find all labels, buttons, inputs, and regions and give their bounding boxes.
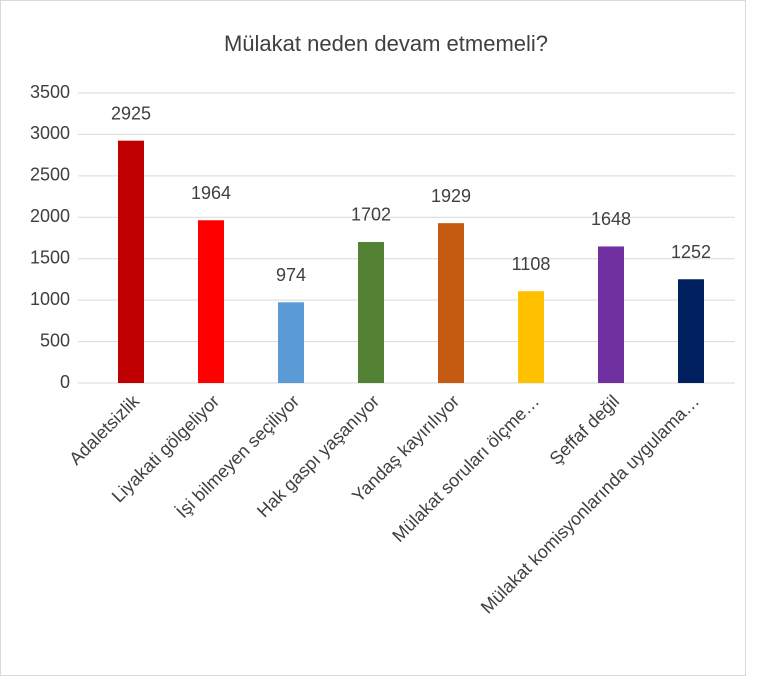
bar — [598, 246, 624, 383]
data-label: 974 — [276, 265, 306, 285]
y-tick-label: 500 — [40, 330, 70, 350]
data-label: 1702 — [351, 205, 391, 225]
y-tick-label: 3500 — [30, 82, 70, 102]
y-tick-label: 1500 — [30, 247, 70, 267]
bar — [278, 302, 304, 383]
data-label: 1648 — [591, 209, 631, 229]
data-label: 1929 — [431, 186, 471, 206]
y-tick-label: 1000 — [30, 289, 70, 309]
chart-title: Mülakat neden devam etmemeli? — [224, 31, 548, 56]
y-tick-label: 0 — [60, 372, 70, 392]
y-tick-label: 2000 — [30, 206, 70, 226]
data-label: 1252 — [671, 242, 711, 262]
y-tick-label: 3000 — [30, 123, 70, 143]
bar — [118, 140, 144, 383]
bar — [438, 223, 464, 383]
data-label: 1964 — [191, 183, 231, 203]
bar — [358, 241, 384, 383]
y-tick-label: 2500 — [30, 165, 70, 185]
data-label: 1108 — [512, 254, 551, 274]
bar — [518, 291, 544, 383]
bar — [678, 279, 704, 383]
bar — [198, 220, 224, 383]
data-label: 2925 — [111, 103, 151, 123]
